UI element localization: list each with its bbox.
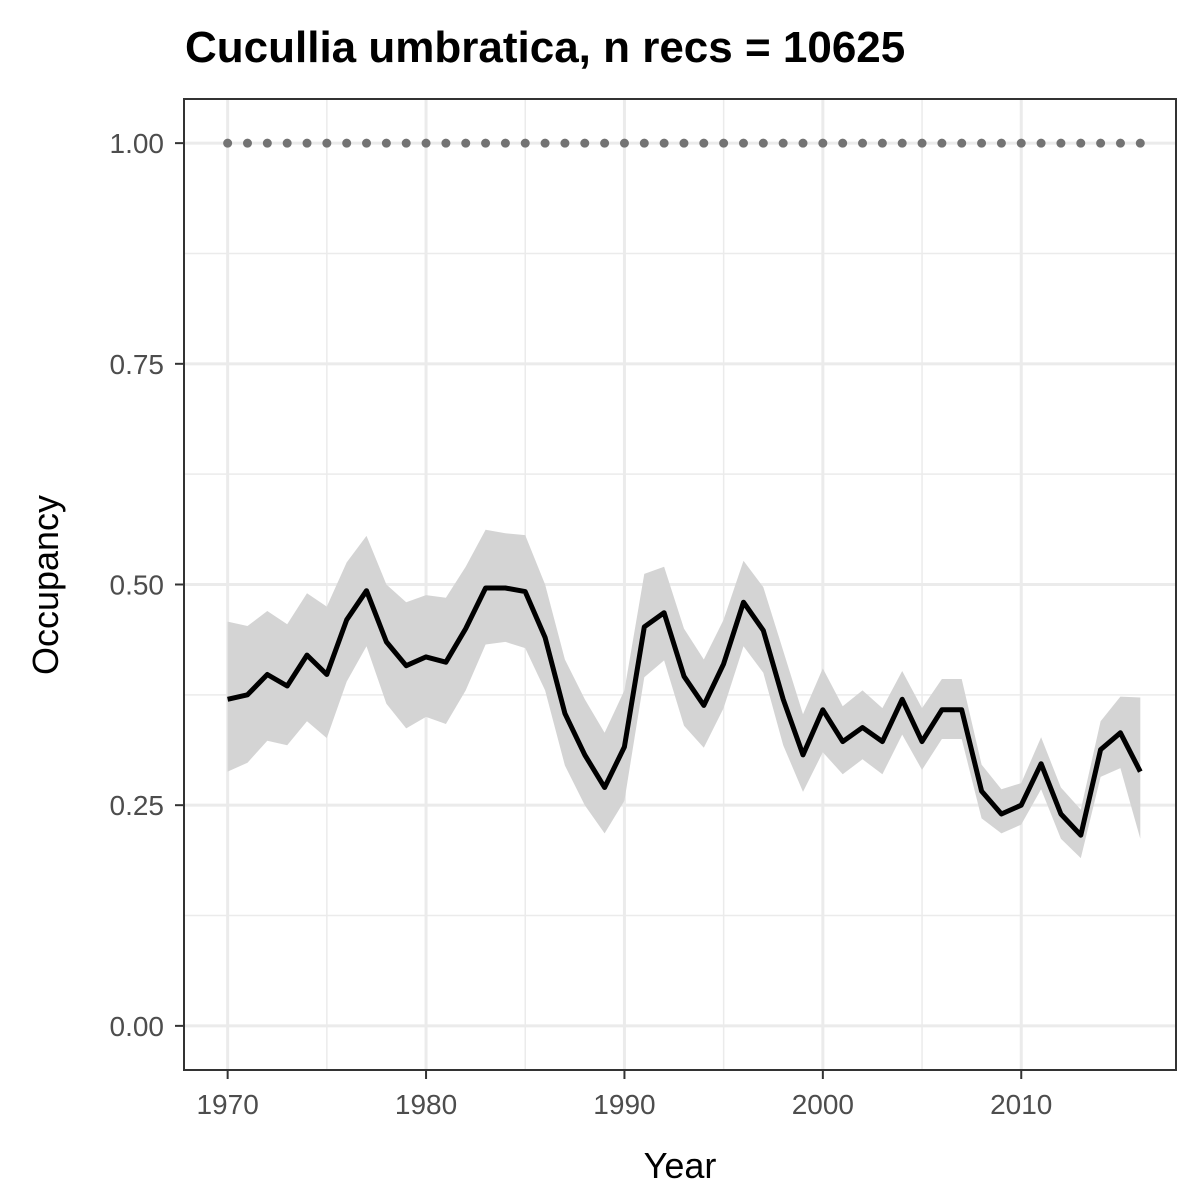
reference-point	[996, 138, 1006, 148]
reference-point	[441, 138, 451, 148]
reference-point	[838, 138, 848, 148]
reference-point	[897, 138, 907, 148]
x-tick-label: 1970	[196, 1089, 258, 1120]
reference-point	[719, 138, 729, 148]
reference-point	[778, 138, 788, 148]
reference-point	[262, 138, 272, 148]
reference-point	[540, 138, 550, 148]
x-tick-label: 1980	[395, 1089, 457, 1120]
reference-point	[977, 138, 987, 148]
reference-point	[639, 138, 649, 148]
reference-point	[1036, 138, 1046, 148]
reference-point	[758, 138, 768, 148]
reference-point	[1115, 138, 1125, 148]
reference-point	[461, 138, 471, 148]
y-axis: 0.00 0.25 0.50 0.75 1.00	[110, 128, 184, 1042]
reference-point	[699, 138, 709, 148]
x-tick-label: 2010	[990, 1089, 1052, 1120]
reference-point	[401, 138, 411, 148]
reference-point	[223, 138, 233, 148]
confidence-band	[227, 529, 1141, 859]
x-axis-label: Year	[644, 1145, 717, 1186]
x-axis: 1970 1980 1990 2000 2010	[196, 1070, 1052, 1120]
y-tick-label: 0.50	[110, 570, 165, 601]
reference-point	[679, 138, 689, 148]
reference-point	[342, 138, 352, 148]
reference-point	[738, 138, 748, 148]
y-tick-label: 0.75	[110, 349, 165, 380]
reference-point	[877, 138, 887, 148]
reference-point	[282, 138, 292, 148]
y-axis-label: Occupancy	[25, 495, 66, 675]
reference-point	[1096, 138, 1106, 148]
reference-point	[1016, 138, 1026, 148]
occupancy-line	[227, 585, 1143, 838]
reference-point	[242, 138, 252, 148]
reference-point	[600, 138, 610, 148]
reference-point	[957, 138, 967, 148]
reference-point	[798, 138, 808, 148]
reference-point	[322, 138, 332, 148]
chart-title: Cucullia umbratica, n recs = 10625	[185, 23, 905, 72]
reference-point	[560, 138, 570, 148]
reference-point	[818, 138, 828, 148]
x-tick-label: 2000	[792, 1089, 854, 1120]
reference-points-layer	[223, 138, 1145, 148]
reference-point	[520, 138, 530, 148]
reference-point	[1076, 138, 1086, 148]
reference-point	[500, 138, 510, 148]
reference-point	[619, 138, 629, 148]
reference-point	[481, 138, 491, 148]
reference-point	[302, 138, 312, 148]
reference-point	[1135, 138, 1145, 148]
y-tick-label: 1.00	[110, 128, 165, 159]
confidence-band-layer	[227, 529, 1141, 859]
y-tick-label: 0.25	[110, 790, 165, 821]
reference-point	[580, 138, 590, 148]
occupancy-line-layer	[227, 585, 1143, 838]
grid-lines	[184, 99, 1176, 1070]
reference-point	[937, 138, 947, 148]
reference-point	[917, 138, 927, 148]
reference-point	[421, 138, 431, 148]
x-tick-label: 1990	[593, 1089, 655, 1120]
y-tick-label: 0.00	[110, 1011, 165, 1042]
reference-point	[858, 138, 868, 148]
reference-point	[362, 138, 372, 148]
reference-point	[659, 138, 669, 148]
reference-point	[381, 138, 391, 148]
reference-point	[1056, 138, 1066, 148]
